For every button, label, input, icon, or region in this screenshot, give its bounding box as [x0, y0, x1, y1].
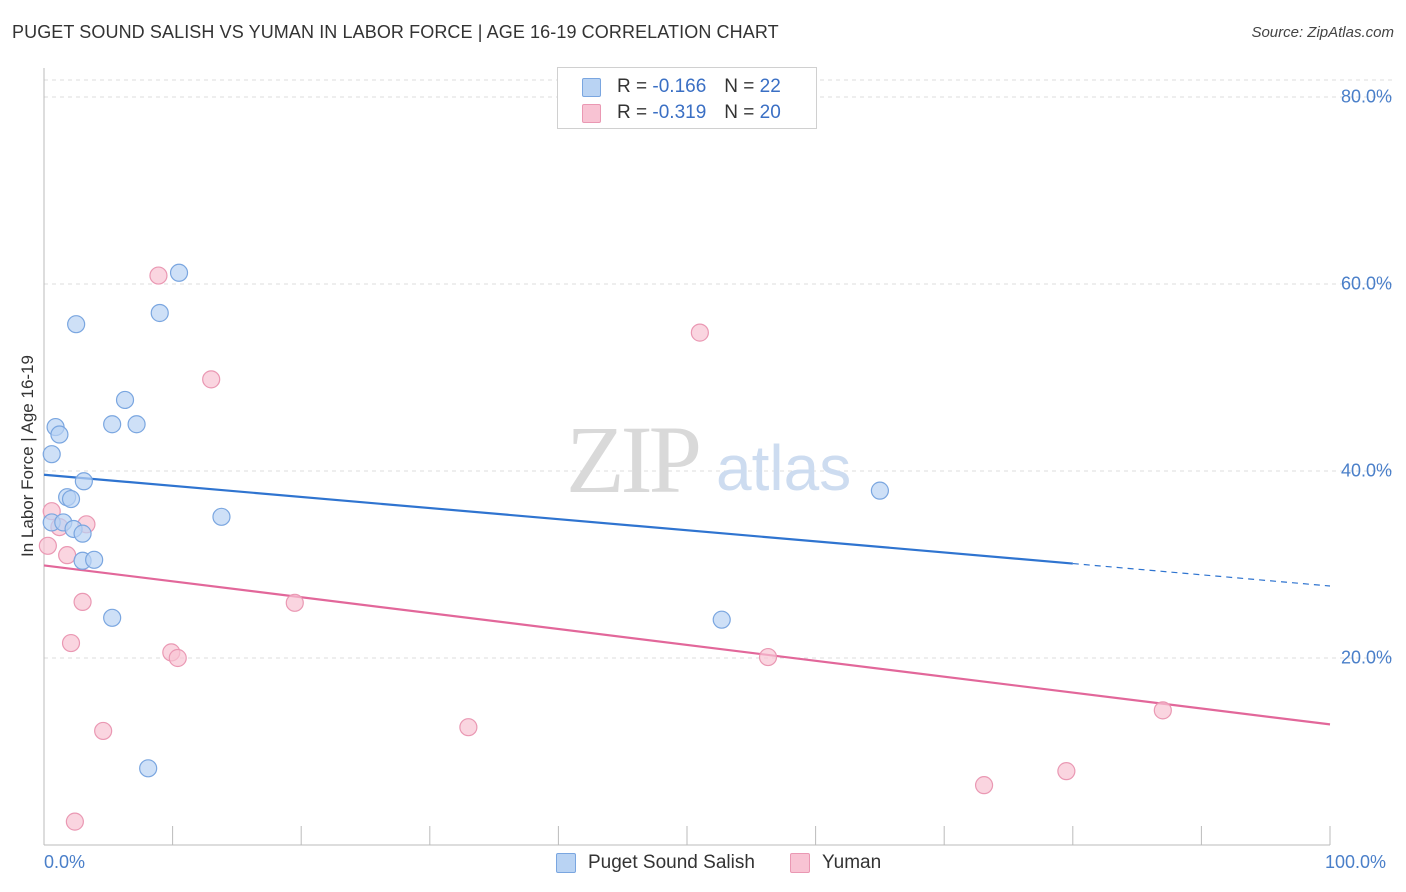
- series-swatch-blue: [556, 853, 576, 873]
- point-yuman: [459, 718, 478, 737]
- chart-title: PUGET SOUND SALISH VS YUMAN IN LABOR FOR…: [12, 22, 779, 42]
- source-credit: Source: ZipAtlas.com: [1251, 24, 1394, 41]
- legend-row-yuman: R = -0.319 N = 20: [582, 100, 781, 126]
- point-puget-sound-salish: [139, 759, 158, 778]
- point-yuman: [149, 266, 168, 285]
- point-puget-sound-salish: [870, 481, 890, 500]
- point-puget-sound-salish: [115, 390, 135, 410]
- point-yuman: [38, 536, 57, 555]
- point-yuman: [65, 812, 84, 831]
- point-yuman: [285, 593, 304, 612]
- point-puget-sound-salish: [127, 415, 146, 434]
- legend-n-value: 22: [759, 76, 781, 97]
- point-yuman: [1057, 762, 1076, 781]
- point-puget-sound-salish: [103, 608, 122, 627]
- trend-lines: [43, 473, 1331, 726]
- point-yuman: [168, 648, 187, 668]
- legend-swatch-blue: [582, 77, 601, 97]
- series-name-puget-sound-salish: Puget Sound Salish: [588, 852, 755, 873]
- watermark: ZIP atlas: [566, 406, 851, 513]
- point-yuman: [974, 776, 994, 795]
- x-tick-label-max: 100.0%: [1325, 852, 1387, 872]
- point-yuman: [73, 592, 92, 612]
- x-tick-label-min: 0.0%: [44, 852, 86, 872]
- point-yuman: [690, 323, 709, 342]
- point-yuman: [58, 546, 77, 565]
- y-axis-label: In Labor Force | Age 16-19: [18, 355, 37, 557]
- point-yuman: [61, 633, 81, 653]
- point-puget-sound-salish: [103, 415, 122, 434]
- point-puget-sound-salish: [42, 445, 61, 464]
- series-legend-yuman: Yuman: [790, 852, 881, 874]
- y-tick-label: 60.0%: [1340, 273, 1392, 294]
- point-yuman: [1153, 701, 1172, 720]
- trend-line-puget-sound-salish-extension: [1072, 562, 1331, 587]
- legend-r-value: -0.319: [652, 102, 707, 123]
- y-tick-label: 80.0%: [1340, 86, 1392, 107]
- point-puget-sound-salish: [150, 303, 169, 323]
- y-tick-label: 20.0%: [1340, 647, 1392, 668]
- point-yuman: [758, 647, 778, 667]
- point-yuman: [94, 721, 113, 741]
- point-puget-sound-salish: [169, 263, 189, 282]
- legend-r-value: -0.166: [652, 76, 707, 97]
- point-puget-sound-salish: [85, 550, 104, 569]
- y-tick-label: 40.0%: [1340, 460, 1392, 481]
- grid-lines: [44, 79, 1392, 659]
- point-puget-sound-salish: [74, 472, 93, 491]
- legend-n-label: N =: [724, 76, 755, 97]
- legend-r-label: R =: [617, 102, 648, 123]
- point-yuman: [202, 370, 221, 389]
- watermark-zip: ZIP: [566, 406, 699, 513]
- series-swatch-pink: [790, 853, 810, 873]
- point-puget-sound-salish: [50, 425, 69, 444]
- point-puget-sound-salish: [212, 507, 231, 526]
- legend-swatch-pink: [582, 103, 601, 123]
- data-points: [38, 263, 1172, 831]
- watermark-atlas: atlas: [716, 432, 851, 504]
- legend-n-label: N =: [724, 102, 755, 123]
- series-legend-puget-sound-salish: Puget Sound Salish: [556, 852, 755, 874]
- legend-row-puget-sound-salish: R = -0.166 N = 22: [582, 74, 781, 100]
- legend-r-label: R =: [617, 76, 648, 97]
- stats-legend: R = -0.166 N = 22 R = -0.319 N = 20: [557, 67, 817, 129]
- series-name-yuman: Yuman: [822, 852, 882, 873]
- point-puget-sound-salish: [61, 489, 81, 509]
- trend-line-yuman: [43, 564, 1331, 726]
- legend-n-value: 20: [759, 102, 781, 123]
- trend-line-puget-sound-salish: [43, 473, 1073, 565]
- point-puget-sound-salish: [73, 524, 92, 543]
- point-puget-sound-salish: [67, 315, 86, 334]
- point-puget-sound-salish: [712, 610, 731, 629]
